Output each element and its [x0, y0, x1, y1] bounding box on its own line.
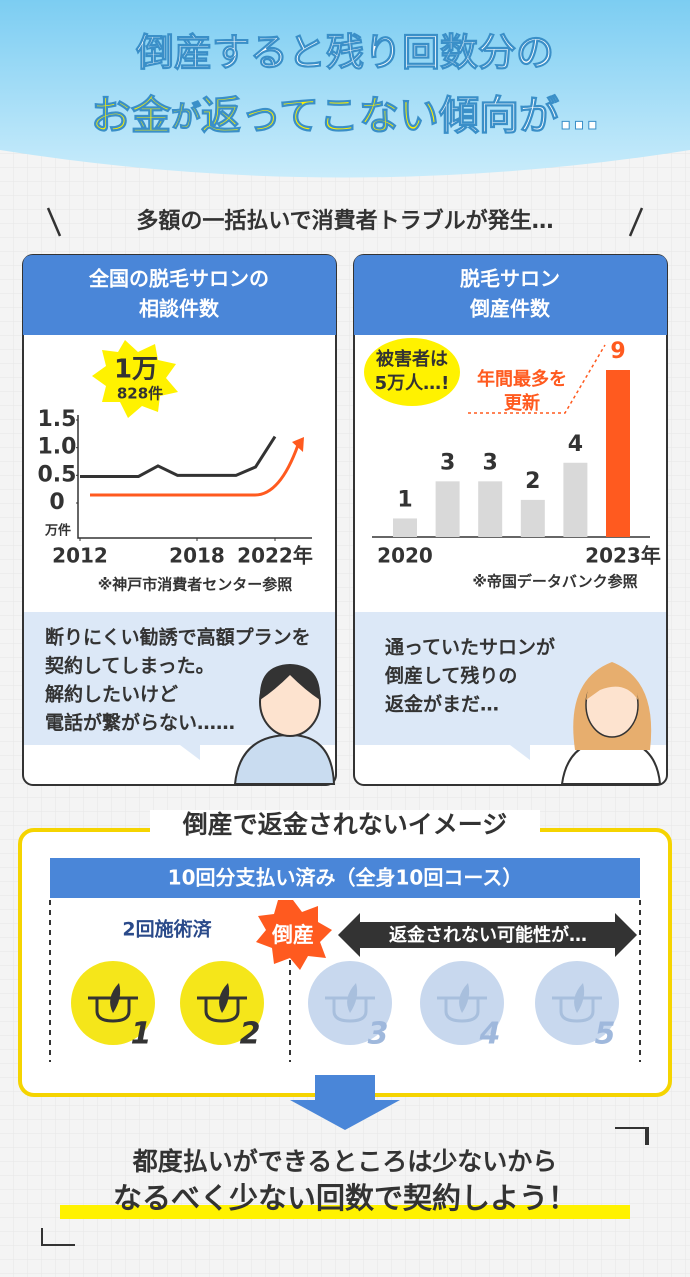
header-line1: 倒産すると残り回数分の: [135, 31, 554, 75]
quote-line: 電話が繋がらない……: [45, 711, 235, 734]
hair: [347, 983, 358, 1013]
text: が: [171, 100, 201, 135]
panel-header: [23, 255, 336, 335]
section-title: 倒産で返金されないイメージ: [182, 810, 508, 839]
session-icon: 4: [420, 961, 504, 1052]
double-arrow: [338, 913, 637, 957]
value-label: 9: [610, 339, 625, 364]
x-tick-label: 2023年: [585, 544, 661, 568]
session-icon: 2: [180, 961, 264, 1052]
session-number: 4: [479, 1017, 501, 1052]
paid-bar: [50, 858, 640, 898]
hair: [459, 983, 470, 1013]
burst: [92, 340, 178, 418]
value-label: 4: [568, 432, 583, 457]
paid-text: 10回分支払い済み（全身10回コース）: [168, 866, 523, 890]
session-icon: 5: [535, 961, 619, 1052]
footer-line1: 都度払いができるところは少ないから: [132, 1147, 558, 1176]
y-tick-label: 0.5: [38, 462, 77, 487]
annotation: 被害者は: [376, 348, 448, 370]
y-unit: 万件: [44, 523, 71, 539]
badge: 1万: [114, 355, 158, 385]
y-tick-label: 0: [49, 490, 64, 515]
value-label: 3: [483, 450, 498, 475]
panel-header: [354, 255, 667, 335]
dividers: [49, 900, 641, 1062]
hair: [574, 983, 585, 1013]
header-bg: [0, 0, 690, 178]
session-number: 2: [240, 1017, 261, 1052]
value-label: 2: [525, 469, 540, 494]
panel-left: [22, 254, 337, 786]
title-bg: [150, 810, 540, 844]
axis: [77, 415, 312, 539]
source: ※帝国データバンク参照: [472, 573, 637, 591]
hair: [110, 983, 121, 1013]
highlight: [60, 1205, 630, 1219]
corner: [41, 1228, 75, 1246]
quote-line: 契約してしまった。: [44, 654, 215, 677]
x-tick-label: 2018: [169, 544, 225, 568]
quote-line: 通っていたサロンが: [385, 636, 555, 659]
hair: [219, 983, 230, 1013]
value-label: 3: [440, 450, 455, 475]
session-icon: 3: [308, 961, 392, 1052]
text: 傾向が…: [438, 93, 599, 139]
quote-line: 解約したいけど: [45, 683, 178, 706]
subheading: 多額の一括払いで消費者トラブルが発生…: [136, 208, 553, 234]
source: ※神戸市消費者センター参照: [98, 576, 293, 594]
arrow-text: 返金されない可能性が…: [389, 924, 587, 946]
bankrupt-text: 倒産: [271, 923, 314, 947]
bar: [563, 462, 588, 537]
bubble-tail: [180, 745, 200, 760]
header-line2: お金が返ってこない傾向が…: [91, 93, 599, 139]
bar: [393, 518, 417, 537]
down-arrow: [290, 1075, 400, 1130]
annotation: 5万人…!: [375, 373, 450, 394]
highlight: お金: [91, 93, 172, 139]
x-tick-label: 2020: [377, 544, 433, 568]
session-icon: 1: [71, 961, 155, 1052]
y-tick-label: 1.5: [38, 407, 77, 432]
bar: [478, 481, 503, 537]
trend-arrow: [90, 444, 300, 497]
bar: [435, 481, 460, 537]
footer-line2: なるべく少ない回数で契約しよう！: [113, 1181, 577, 1215]
annotation-bubble: [364, 338, 460, 406]
trend-arrowhead: [292, 437, 304, 452]
panel-title: 全国の脱毛サロンの: [88, 267, 269, 291]
quote-line: 返金がまだ…: [385, 693, 499, 716]
y-tick-label: 1.0: [38, 435, 77, 460]
person: [560, 662, 662, 785]
session-number: 5: [595, 1017, 616, 1052]
quote-line: 倒産して残りの: [384, 664, 517, 687]
panel-title: 相談件数: [139, 297, 220, 321]
callout: 年間最多を: [477, 368, 567, 390]
treated-label: 2回施術済: [122, 918, 212, 941]
line: [80, 435, 277, 478]
value-label: 1: [397, 487, 412, 512]
slashes: [46, 207, 644, 237]
bankrupt-burst: [256, 900, 332, 970]
corner: [615, 1127, 649, 1145]
person: [233, 664, 336, 785]
session-number: 3: [368, 1017, 389, 1052]
badge: 828件: [117, 385, 163, 403]
callout-line: [468, 344, 606, 414]
highlight: 返ってこない: [201, 93, 439, 139]
callout: 更新: [504, 392, 540, 414]
bar: [520, 499, 545, 537]
bubble-tail: [510, 745, 530, 760]
x-tick-label: 2012: [52, 544, 108, 568]
session-number: 1: [131, 1017, 152, 1052]
quote-line: 断りにくい勧誘で高額プランを: [45, 626, 311, 649]
panel-title: 脱毛サロン: [460, 267, 560, 291]
panel-title: 倒産件数: [469, 297, 551, 321]
bar: [606, 370, 630, 537]
x-tick-label: 2022年: [237, 544, 313, 568]
